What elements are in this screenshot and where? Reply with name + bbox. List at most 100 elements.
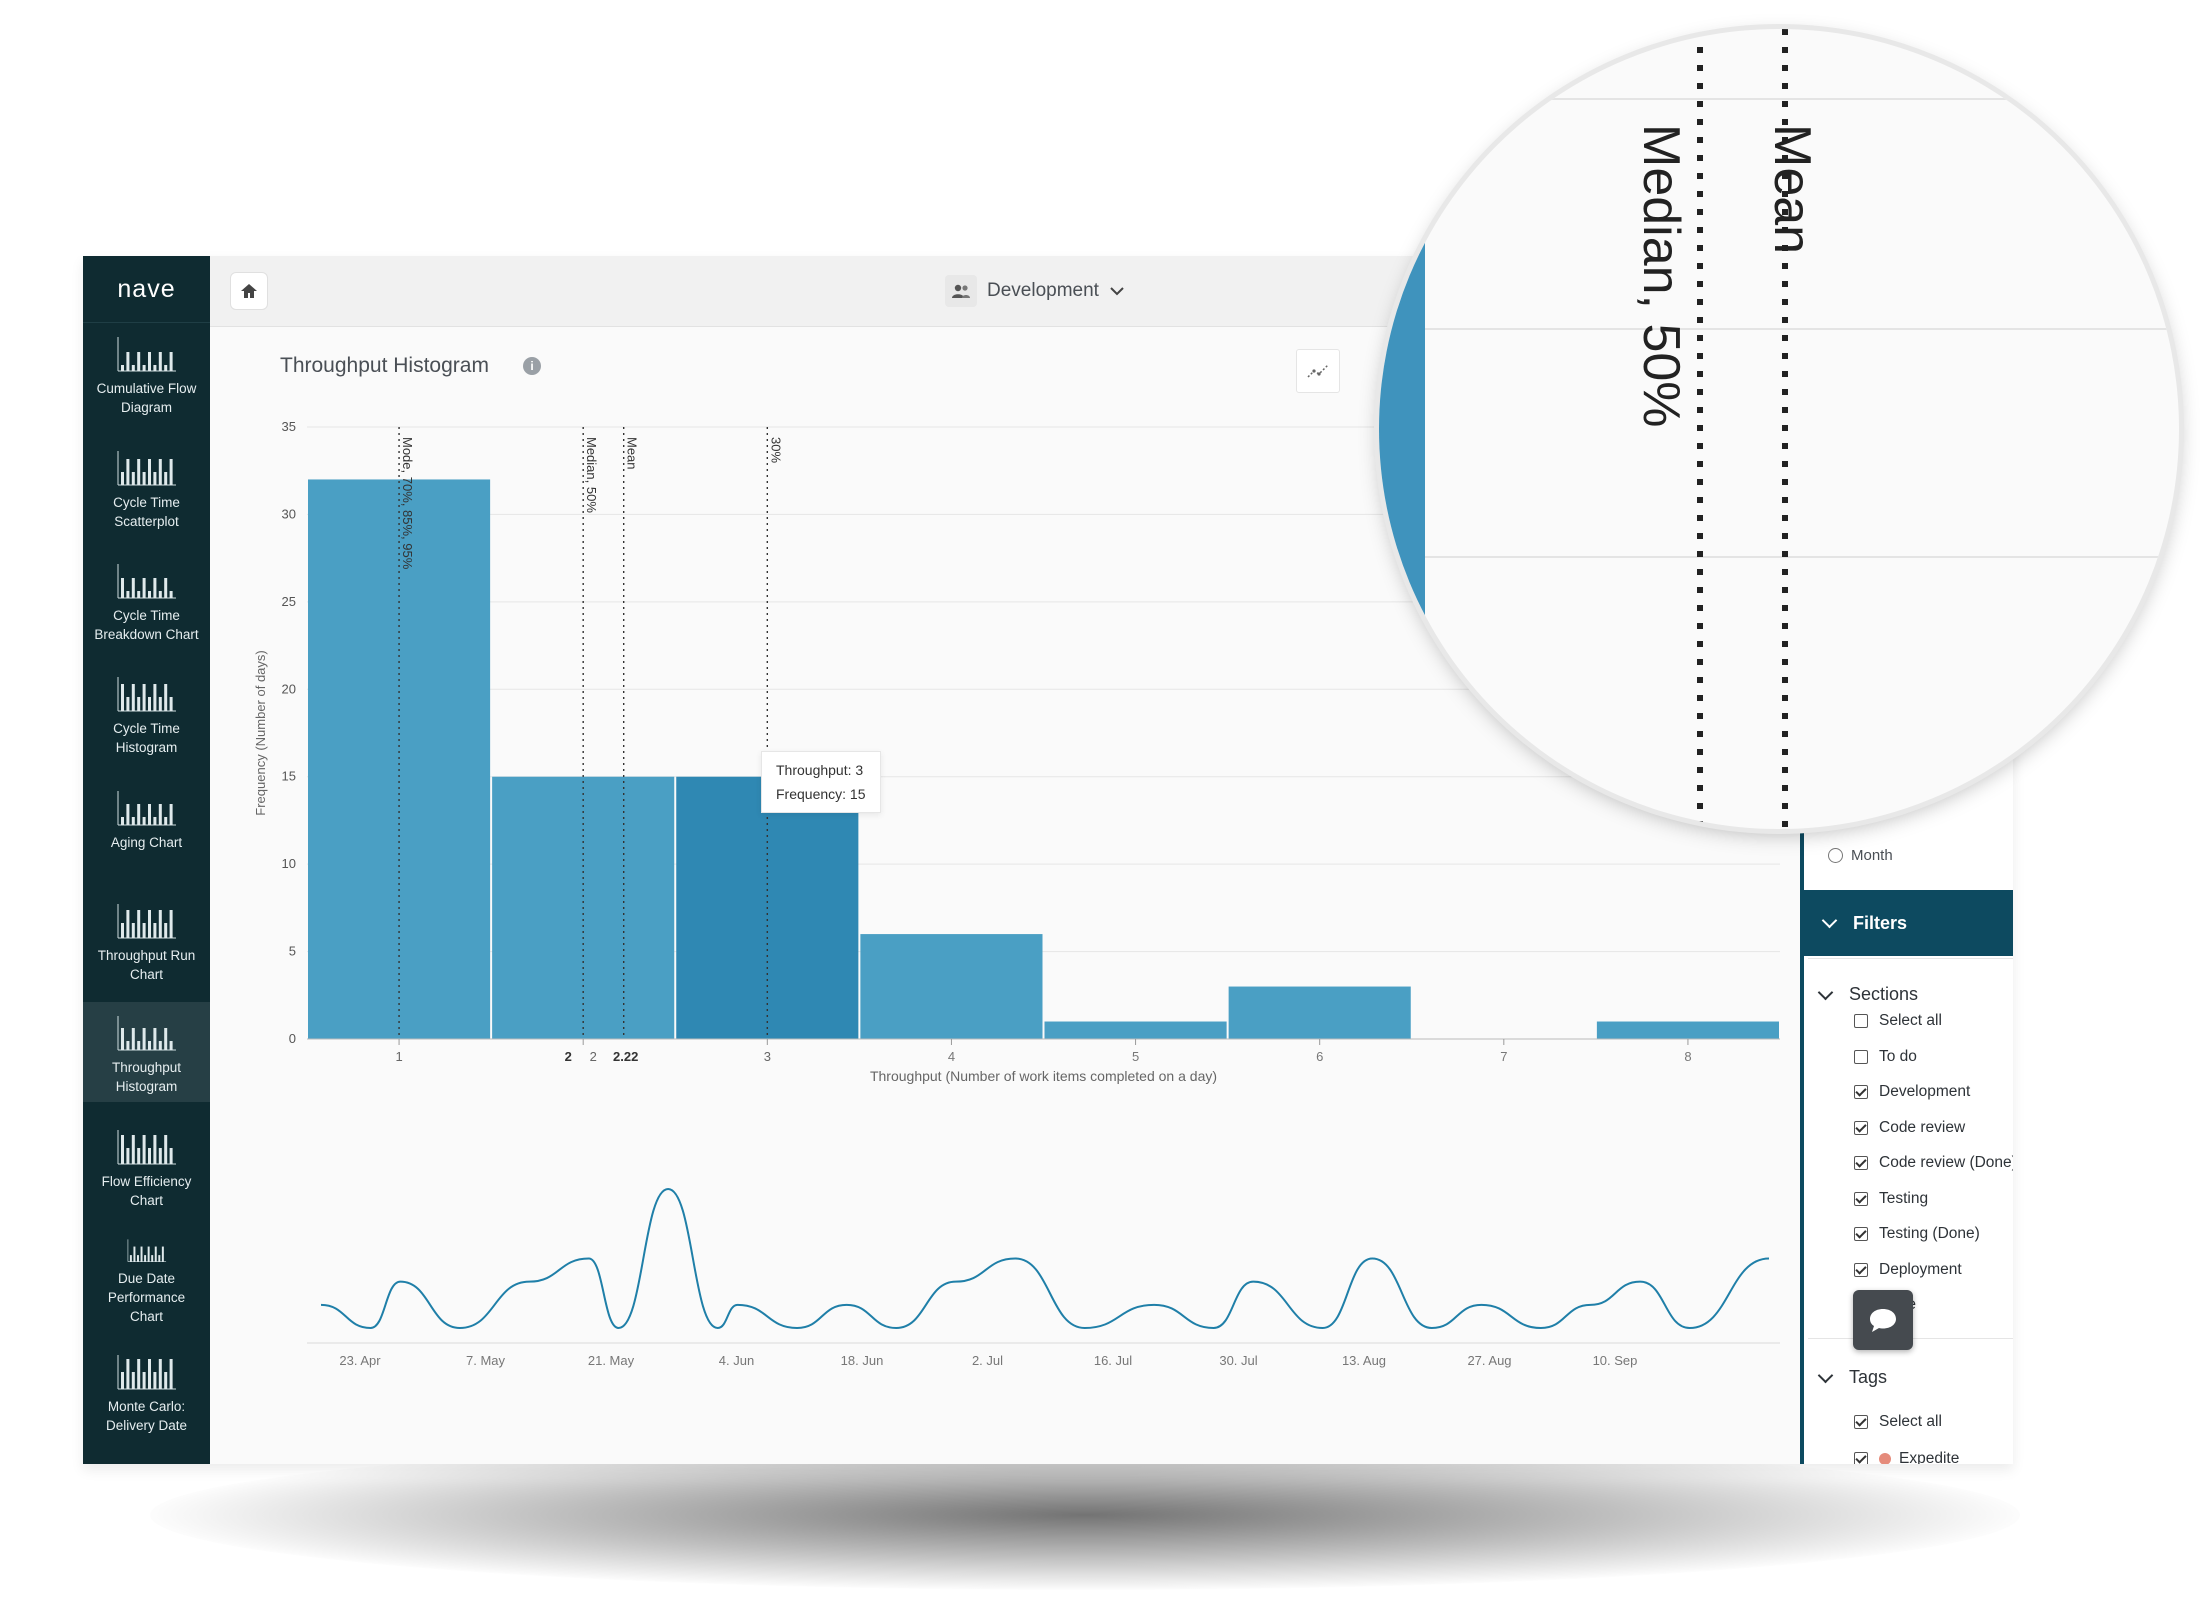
sidebar-item-aging-chart[interactable]: Aging Chart <box>83 777 210 877</box>
sidebar-item-due-date-performance-chart[interactable]: Due Date Performance Chart <box>83 1226 210 1326</box>
section-option-label: To do <box>1879 1047 1917 1065</box>
checkbox[interactable] <box>1854 1156 1868 1170</box>
sidebar-item-label: Chart <box>129 1193 163 1208</box>
run-x-tick-label: 21. May <box>588 1353 635 1368</box>
sidebar-item-label: Monte Carlo: <box>107 1399 186 1414</box>
x-axis-label: Throughput (Number of work items complet… <box>870 1068 1217 1084</box>
section-option[interactable]: Code review <box>1854 1118 1965 1138</box>
sidebar-item-label: Chart <box>129 1309 163 1324</box>
magnified-median-label: Median, 50% <box>1632 124 1690 428</box>
trend-line-icon <box>1307 364 1329 378</box>
reference-line-label: Mean <box>625 437 640 470</box>
sidebar-item-label: Diagram <box>120 400 172 415</box>
x-tick-label: 8 <box>1684 1049 1691 1064</box>
sidebar-item-label: Aging Chart <box>110 835 183 850</box>
month-label: Month <box>1851 847 1893 864</box>
sidebar-item-cycle-time-breakdown-chart[interactable]: Cycle Time Breakdown Chart <box>83 550 210 650</box>
magnified-mean-label: Mean <box>1763 124 1821 255</box>
section-option[interactable]: Code review (Done) <box>1854 1153 2013 1173</box>
filters-header[interactable]: Filters <box>1804 890 2013 956</box>
tag-option[interactable]: Select all <box>1854 1412 1942 1432</box>
run-x-tick-label: 7. May <box>466 1353 506 1368</box>
histogram-bar[interactable] <box>1044 1021 1227 1039</box>
sidebar-item-label: Performance <box>107 1290 186 1305</box>
section-option-label: Testing <box>1879 1189 1929 1207</box>
chart-tool-button[interactable] <box>1296 349 1340 393</box>
chat-bubble-icon <box>1870 1309 1896 1332</box>
sections-label: Sections <box>1849 984 1919 1004</box>
radio-icon <box>1828 848 1843 863</box>
sidebar-item-label: Breakdown Chart <box>94 627 199 642</box>
section-option-label: Development <box>1879 1083 1971 1100</box>
magnifier-lens: Median, 50% Mean <box>1379 29 2179 829</box>
sidebar-item-label: Histogram <box>115 1079 178 1094</box>
y-tick-label: 15 <box>282 769 296 784</box>
month-option[interactable]: Month <box>1828 847 1893 864</box>
sidebar-item-throughput-run-chart[interactable]: Throughput Run Chart <box>83 890 210 990</box>
chevron-down-icon <box>1110 287 1124 296</box>
run-x-tick-label: 27. Aug <box>1467 1353 1511 1368</box>
chevron-down-icon <box>1817 984 1834 1000</box>
tag-option[interactable]: Expedite <box>1854 1449 1959 1464</box>
section-option-label: Select all <box>1879 1012 1942 1029</box>
x-tick-label: 5 <box>1132 1049 1139 1064</box>
checkbox[interactable] <box>1854 1415 1868 1429</box>
sidebar-item-cumulative-flow-diagram[interactable]: Cumulative Flow Diagram <box>83 323 210 423</box>
histogram-bar[interactable] <box>1228 986 1411 1039</box>
checkbox[interactable] <box>1854 1120 1868 1135</box>
home-button[interactable] <box>230 272 268 310</box>
section-option[interactable]: Select all <box>1854 1011 1942 1031</box>
x-tick-label: 6 <box>1316 1049 1323 1064</box>
sidebar-item-label: Flow Efficiency <box>101 1174 192 1189</box>
tooltip-throughput: Throughput: 3 <box>776 762 864 778</box>
section-option[interactable]: Testing (Done) <box>1854 1224 1980 1244</box>
team-selector[interactable]: Development <box>945 274 1125 308</box>
sidebar-item-cycle-time-scatterplot[interactable]: Cycle Time Scatterplot <box>83 437 210 537</box>
checkbox[interactable] <box>1854 1227 1868 1241</box>
sidebar-item-flow-efficiency-chart[interactable]: Flow Efficiency Chart <box>83 1116 210 1216</box>
section-option[interactable]: Testing <box>1854 1189 1928 1209</box>
chevron-down-icon <box>1817 1367 1834 1383</box>
x-tick-label: 3 <box>764 1049 771 1064</box>
checkbox[interactable] <box>1854 1191 1868 1206</box>
checkbox[interactable] <box>1854 1262 1868 1277</box>
sidebar-item-label: Cycle Time <box>113 608 180 623</box>
section-option-label: Deployment <box>1879 1260 1962 1278</box>
sidebar-item-label: Throughput <box>111 1060 182 1075</box>
section-option[interactable]: Deployment <box>1854 1260 1962 1280</box>
section-option[interactable]: To do <box>1854 1047 1917 1067</box>
histogram-bar[interactable] <box>860 934 1043 1039</box>
histogram-bar[interactable] <box>1596 1021 1779 1039</box>
divider <box>1808 958 2013 959</box>
sidebar-item-throughput-histogram[interactable]: Throughput Histogram <box>83 1002 210 1102</box>
info-icon[interactable]: i <box>523 357 541 375</box>
sidebar-item-label: Cycle Time <box>113 495 180 510</box>
tooltip-frequency: Frequency: 15 <box>776 786 866 802</box>
magnifier-content <box>1379 29 2179 829</box>
run-x-tick-label: 13. Aug <box>1342 1353 1386 1368</box>
chart-thumbnail-icon <box>117 677 176 712</box>
sidebar: nave Cumulative Flow Diagram Cycle Time Sca… <box>83 256 210 1464</box>
sidebar-item-label: Delivery Date <box>105 1418 188 1433</box>
filters-label: Filters <box>1853 912 1908 933</box>
chat-button[interactable] <box>1853 1290 1913 1350</box>
sections-toggle[interactable]: Sections <box>1817 984 1919 1005</box>
home-icon <box>241 284 257 298</box>
sidebar-item-cycle-time-histogram[interactable]: Cycle Time Histogram <box>83 663 210 763</box>
sidebar-item-label: Histogram <box>115 740 178 755</box>
tags-toggle[interactable]: Tags <box>1817 1367 1887 1388</box>
chart-thumbnail-icon <box>117 1016 176 1051</box>
checkbox[interactable] <box>1854 1014 1868 1028</box>
chart-thumbnail-icon <box>117 564 176 599</box>
run-x-tick-label: 4. Jun <box>719 1353 754 1368</box>
checkbox[interactable] <box>1854 1452 1868 1464</box>
sidebar-item-monte-carlo-delivery-date[interactable]: Monte Carlo: Delivery Date <box>83 1341 210 1441</box>
window-shadow <box>150 1440 2020 1590</box>
chart-thumbnail-icon <box>117 904 176 939</box>
run-x-tick-label: 16. Jul <box>1094 1353 1132 1368</box>
checkbox[interactable] <box>1854 1049 1868 1064</box>
section-option[interactable]: Development <box>1854 1082 1970 1102</box>
tag-color-dot <box>1879 1453 1891 1464</box>
checkbox[interactable] <box>1854 1085 1868 1099</box>
